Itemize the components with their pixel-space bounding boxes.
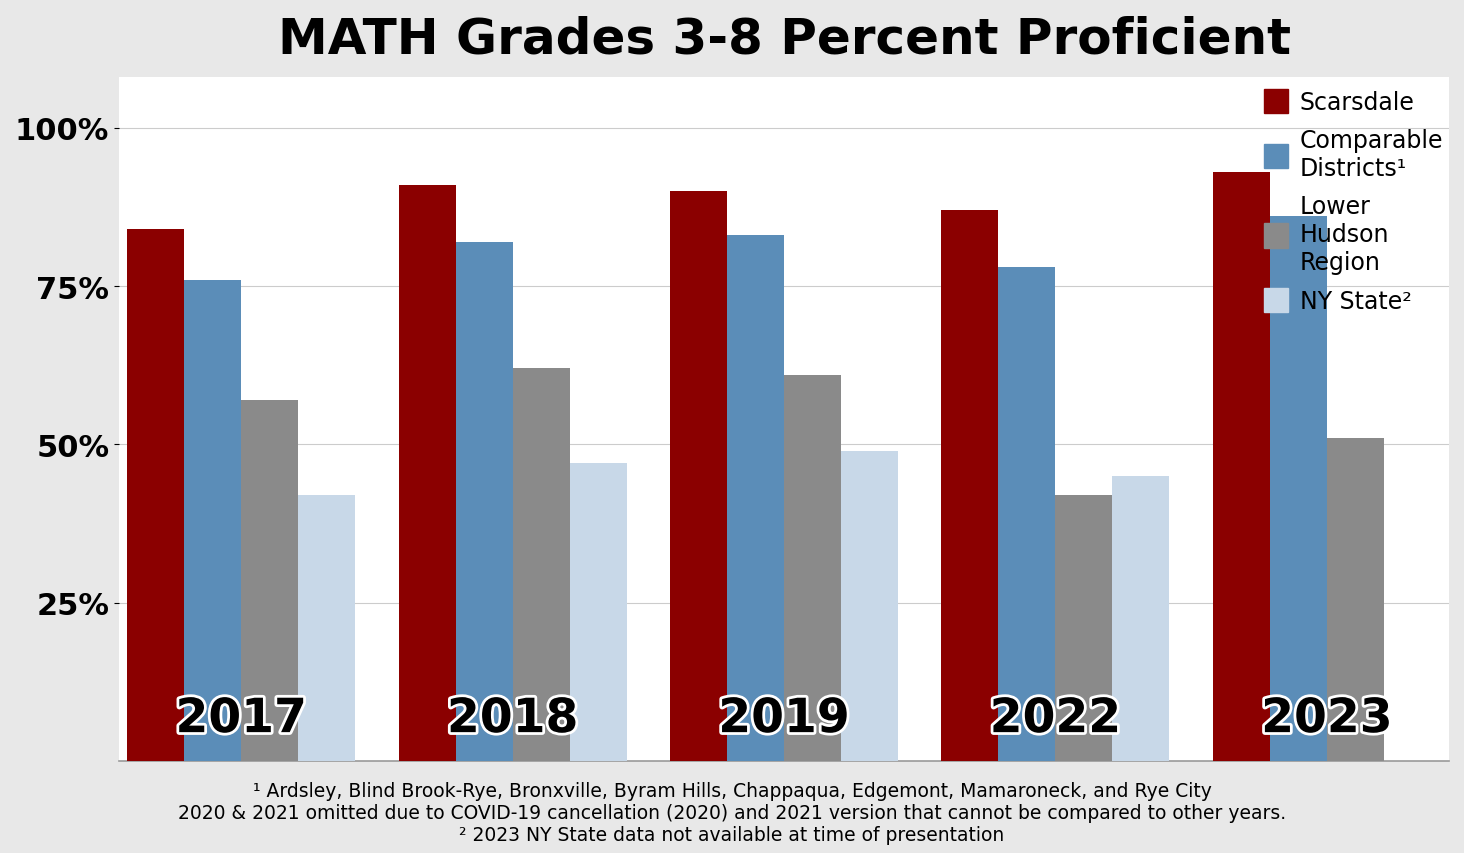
Bar	[728, 236, 785, 761]
Text: 2023: 2023	[1261, 697, 1392, 742]
Bar	[569, 464, 627, 761]
Text: 2017: 2017	[176, 697, 307, 742]
Bar	[1212, 173, 1269, 761]
Bar	[1269, 218, 1326, 761]
Bar	[998, 268, 1056, 761]
Text: 2022: 2022	[990, 697, 1121, 742]
Bar	[299, 496, 356, 761]
Bar	[1056, 496, 1113, 761]
Text: ¹ Ardsley, Blind Brook-Rye, Bronxville, Byram Hills, Chappaqua, Edgemont, Mamaro: ¹ Ardsley, Blind Brook-Rye, Bronxville, …	[179, 781, 1285, 844]
Bar	[1113, 477, 1170, 761]
Text: 2018: 2018	[447, 697, 578, 742]
Bar	[127, 229, 184, 761]
Bar	[455, 242, 512, 761]
Title: MATH Grades 3-8 Percent Proficient: MATH Grades 3-8 Percent Proficient	[278, 15, 1291, 63]
Bar	[512, 369, 569, 761]
Bar	[184, 281, 242, 761]
Bar	[840, 451, 897, 761]
Text: 2019: 2019	[719, 697, 849, 742]
Bar	[242, 401, 299, 761]
Legend: Scarsdale, Comparable
Districts¹, Lower
Hudson
Region, NY State²: Scarsdale, Comparable Districts¹, Lower …	[1258, 83, 1451, 321]
Bar	[941, 211, 998, 761]
Bar	[671, 192, 728, 761]
Bar	[785, 375, 840, 761]
Bar	[398, 185, 455, 761]
Bar	[1326, 438, 1383, 761]
